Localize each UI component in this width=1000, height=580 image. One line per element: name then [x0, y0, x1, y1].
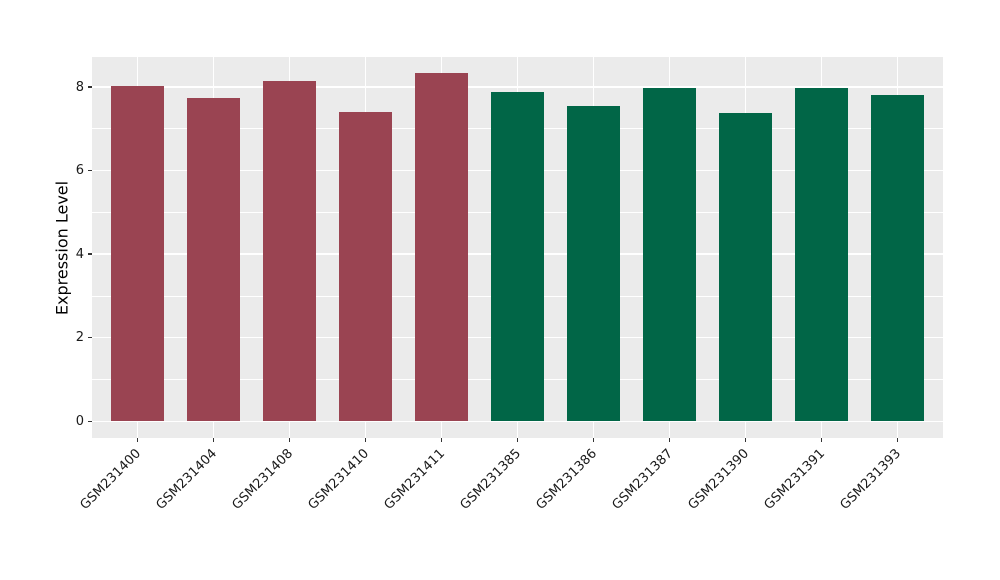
y-tick-label: 2 [75, 330, 84, 346]
x-tick-label: GSM231400 [77, 446, 145, 513]
x-tick-label: GSM231391 [761, 446, 829, 513]
x-tick-mark [592, 438, 595, 442]
x-tick-mark [288, 438, 291, 442]
y-tick-mark [88, 253, 92, 255]
bar-GSM231410 [338, 111, 393, 422]
bar-GSM231386 [566, 105, 621, 422]
x-tick-mark [136, 438, 139, 442]
x-tick-mark [744, 438, 747, 442]
x-tick-mark [516, 438, 519, 442]
x-tick-label: GSM231390 [685, 446, 753, 513]
y-tick-label: 4 [75, 246, 84, 262]
y-tick-mark [88, 336, 92, 339]
y-tick-label: 8 [75, 79, 84, 95]
x-tick-mark [820, 438, 823, 442]
x-tick-mark [896, 438, 899, 442]
bar-GSM231411 [414, 73, 469, 422]
bar-GSM231391 [794, 88, 849, 422]
x-tick-label: GSM231410 [305, 446, 373, 513]
bar-GSM231393 [870, 95, 924, 422]
y-axis-title: Expression Level [52, 180, 72, 315]
x-tick-mark [440, 438, 443, 442]
plot-panel [92, 57, 943, 438]
x-tick-label: GSM231387 [609, 446, 677, 513]
bar-GSM231408 [262, 80, 317, 422]
x-tick-mark [364, 438, 367, 442]
x-tick-label: GSM231411 [381, 446, 449, 513]
y-tick-mark [88, 86, 92, 88]
bar-GSM231390 [718, 113, 773, 422]
x-tick-label: GSM231408 [229, 446, 297, 513]
x-tick-label: GSM231386 [533, 446, 601, 513]
x-tick-mark [212, 438, 215, 442]
x-tick-label: GSM231404 [153, 446, 221, 513]
x-tick-mark [668, 438, 671, 442]
y-tick-mark [88, 420, 92, 423]
x-tick-label: GSM231385 [457, 446, 525, 513]
y-tick-label: 6 [75, 163, 84, 179]
x-tick-label: GSM231393 [837, 446, 905, 513]
bar-GSM231387 [642, 88, 697, 422]
y-tick-label: 0 [75, 413, 84, 429]
bar-GSM231404 [186, 97, 241, 422]
bar-GSM231385 [490, 92, 545, 422]
y-tick-mark [88, 169, 92, 172]
bar-GSM231400 [110, 86, 165, 422]
